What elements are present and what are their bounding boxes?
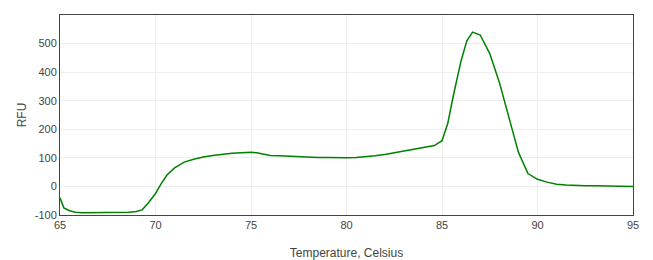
svg-text:100: 100 [38,152,56,164]
svg-text:300: 300 [38,95,56,107]
svg-text:85: 85 [436,219,448,231]
svg-text:70: 70 [149,219,161,231]
svg-text:400: 400 [38,66,56,78]
svg-text:Temperature, Celsius: Temperature, Celsius [290,246,403,260]
svg-text:500: 500 [38,37,56,49]
svg-text:0: 0 [51,180,57,192]
svg-text:-100: -100 [35,209,57,221]
svg-text:75: 75 [245,219,257,231]
svg-text:95: 95 [627,219,639,231]
svg-text:80: 80 [340,219,352,231]
svg-text:200: 200 [38,123,56,135]
svg-text:65: 65 [54,219,66,231]
svg-text:RFU: RFU [15,103,29,128]
svg-text:90: 90 [531,219,543,231]
